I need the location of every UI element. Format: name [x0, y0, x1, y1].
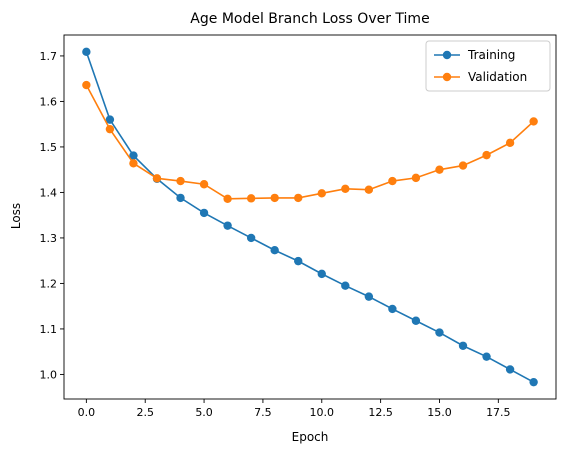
- validation-point: [105, 124, 115, 134]
- x-tick-label: 7.5: [254, 406, 272, 419]
- training-point: [388, 304, 397, 314]
- training-point: [435, 328, 444, 337]
- y-axis-label: Loss: [9, 203, 23, 229]
- training-point: [105, 115, 115, 124]
- x-tick-label: 10.0: [310, 406, 335, 419]
- validation-point: [82, 80, 91, 90]
- validation-point: [411, 173, 421, 183]
- legend-validation-marker: [442, 72, 452, 82]
- chart-title: Age Model Branch Loss Over Time: [190, 11, 429, 27]
- y-tick-label: 1.3: [40, 232, 58, 245]
- training-point: [458, 341, 468, 350]
- legend-training-label: Training: [467, 48, 515, 62]
- validation-point: [270, 193, 279, 203]
- legend-validation-label: Validation: [468, 70, 527, 84]
- training-point: [505, 365, 515, 374]
- plot-area: 0.0 2.5 5.0 7.5 10.0 12.5 15.0 17.5 1.0 1.1 1.2 1.3…: [40, 34, 557, 419]
- validation-point: [529, 117, 538, 126]
- training-point: [223, 221, 232, 230]
- training-point: [176, 193, 185, 203]
- x-axis-label: Epoch: [292, 430, 329, 444]
- training-point: [341, 281, 350, 290]
- validation-point: [176, 176, 185, 186]
- y-tick-label: 1.2: [40, 277, 58, 290]
- training-point: [482, 352, 491, 361]
- y-tick-label: 1.7: [40, 50, 58, 63]
- plot-frame: [63, 34, 557, 400]
- training-point: [246, 233, 256, 243]
- training-point: [294, 256, 303, 266]
- legend-box: [425, 40, 551, 92]
- validation-point: [341, 184, 350, 193]
- training-point: [364, 292, 374, 301]
- validation-point: [199, 180, 209, 189]
- y-tick-label: 1.5: [40, 141, 58, 154]
- x-tick-label: 12.5: [368, 406, 393, 419]
- validation-point: [152, 174, 162, 183]
- training-point: [411, 316, 421, 325]
- validation-point: [364, 185, 374, 194]
- y-tick-label: 1.6: [40, 95, 58, 108]
- validation-point: [246, 194, 256, 203]
- validation-point: [458, 161, 468, 170]
- validation-point: [482, 150, 491, 160]
- training-point: [529, 377, 538, 387]
- x-tick-label: 0.0: [78, 406, 96, 419]
- legend-training-marker: [442, 50, 452, 60]
- training-point: [129, 151, 138, 160]
- validation-point: [223, 194, 232, 203]
- training-line: [85, 51, 535, 383]
- y-tick-label: 1.1: [40, 323, 58, 336]
- validation-point: [294, 193, 303, 203]
- validation-point: [129, 159, 138, 168]
- y-tick-label: 1.0: [40, 368, 58, 381]
- x-tick-label: 17.5: [486, 406, 511, 419]
- validation-point: [435, 165, 444, 174]
- training-point: [199, 208, 209, 218]
- validation-point: [317, 189, 326, 198]
- x-tick-label: 5.0: [195, 406, 213, 419]
- x-tick-label: 15.0: [427, 406, 452, 419]
- validation-point: [388, 176, 397, 186]
- x-tick-label: 2.5: [136, 406, 154, 419]
- validation-point: [505, 138, 515, 148]
- training-point: [82, 47, 91, 57]
- training-point: [317, 269, 326, 279]
- training-point: [270, 246, 279, 255]
- y-tick-label: 1.4: [40, 186, 58, 199]
